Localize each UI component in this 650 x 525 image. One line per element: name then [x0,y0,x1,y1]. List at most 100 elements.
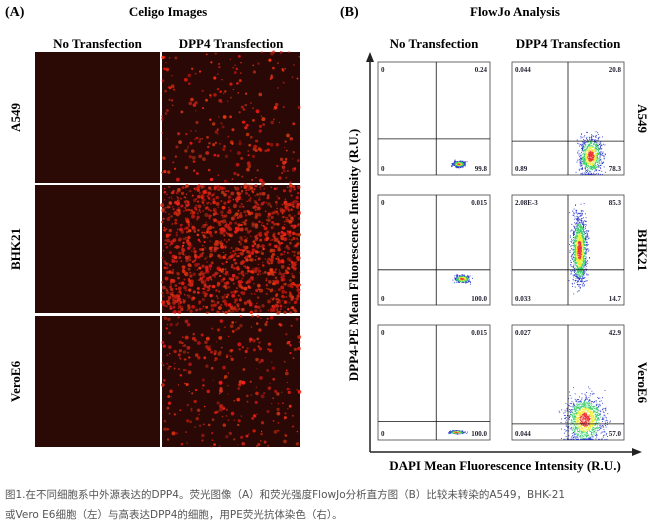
cell-speck [272,297,275,300]
quadrant-value: 2.08E-3 [515,199,538,207]
event-dot [452,164,454,166]
event-dot [583,249,585,251]
cell-speck [259,376,263,380]
event-dot [582,272,584,274]
event-dot [574,254,575,256]
cell-speck [222,423,227,427]
cell-speck [169,365,172,368]
cell-speck [230,191,235,196]
cell-speck [164,276,169,281]
event-dot [583,244,585,246]
cell-speck [258,192,263,196]
event-dot [579,274,580,276]
cell-speck [250,186,253,190]
event-dot [584,253,586,255]
event-dot [579,156,581,158]
cell-speck [187,217,189,219]
event-dot [578,213,580,215]
cell-speck [191,304,195,309]
event-dot [584,231,586,233]
cell-speck [224,293,226,296]
event-dot [456,166,458,168]
cell-speck [207,279,210,282]
event-dot [580,246,581,248]
cell-speck [274,200,278,204]
event-dot [579,284,581,285]
cell-speck [237,342,242,347]
event-dot [589,162,591,164]
cell-speck [250,270,254,274]
event-dot [577,255,578,257]
event-dot [578,228,579,230]
event-dot [577,236,579,238]
cell-speck [282,296,285,299]
event-dot [461,166,463,168]
event-dot [592,153,594,155]
cell-speck [254,400,258,405]
cell-speck [285,296,288,298]
event-dot [578,265,580,267]
cell-speck [163,169,167,174]
cell-speck [250,394,252,396]
cell-speck [191,260,195,264]
event-dot [582,270,584,272]
cell-speck [297,200,299,203]
event-dot [579,242,581,244]
cell-speck [202,210,205,212]
event-dot [570,273,572,275]
event-dot [592,162,594,164]
event-dot [576,265,578,267]
cell-speck [251,416,255,420]
event-dot [577,224,579,226]
cell-speck [281,226,286,230]
event-dot [579,286,581,288]
event-dot [582,265,584,267]
event-dot [576,244,578,246]
event-dot [574,235,576,237]
event-dot [464,162,466,164]
cell-speck [210,366,214,370]
cell-speck [190,130,192,132]
event-dot [582,252,584,254]
cell-speck [252,64,255,67]
event-dot [592,158,594,160]
event-dot [576,213,578,215]
event-dot [598,170,600,172]
cell-speck [165,246,169,249]
event-dot [596,173,598,175]
event-dot [575,242,577,243]
event-dot [581,268,583,270]
event-dot [572,256,574,258]
event-dot [570,255,572,257]
event-dot [574,272,576,274]
cell-speck [244,126,248,130]
cell-speck [287,202,291,206]
cell-speck [272,118,275,121]
event-dot [578,230,580,232]
cell-speck [266,369,269,372]
event-dot [578,251,580,253]
cell-speck [266,261,270,264]
event-dot [587,231,589,233]
cell-speck [211,284,216,289]
cell-speck [283,419,286,421]
event-dot [593,141,595,143]
event-dot [593,172,595,174]
event-dot [591,173,593,175]
cell-speck [193,206,198,210]
cell-speck [247,194,251,197]
event-dot [573,293,575,295]
cell-speck [239,314,243,318]
event-dot [583,256,585,258]
cell-speck [184,165,189,170]
cell-speck [239,72,242,75]
cell-speck [207,347,212,352]
event-dot [584,142,586,144]
cell-speck [237,387,241,390]
event-dot [579,164,581,166]
cell-speck [289,241,292,245]
event-dot [592,152,594,154]
event-dot [577,220,579,222]
cell-speck [288,214,292,218]
cell-speck [181,251,185,255]
